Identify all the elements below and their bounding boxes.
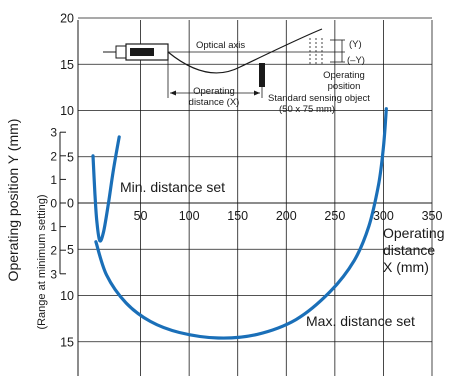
y-tick-label: 5 [67, 243, 74, 257]
max-distance-curve [94, 107, 388, 340]
x-tick-label: 100 [179, 209, 200, 223]
y-axis-title: Operating position Y (mm) [5, 119, 21, 282]
x-tick-label: 50 [134, 209, 148, 223]
operating-position-label-2: position [328, 81, 361, 92]
x-tick-label: 150 [227, 209, 248, 223]
y-tick-label: 15 [60, 335, 74, 349]
operating-distance-label-1: Operating [193, 86, 235, 97]
sub-tick-label: 0 [50, 197, 57, 211]
x-axis-title-line-1: Operating [383, 225, 444, 241]
x-tick-label: 350 [422, 209, 443, 223]
setup-inset: (Y) (–Y) Optical axis Operating position… [103, 28, 370, 115]
y-tick-label: 10 [60, 104, 74, 118]
sub-tick-label: 1 [50, 220, 57, 234]
sub-tick-label: 3 [50, 126, 57, 140]
arrowhead-left [170, 90, 176, 96]
y-tick-label: 20 [60, 12, 74, 26]
optical-axis-label: Optical axis [196, 40, 245, 51]
max-distance-label: Max. distance set [306, 313, 415, 329]
emitter-body [115, 45, 127, 59]
standard-object-label-2: (50 x 75 mm) [279, 104, 335, 115]
y-minus-label: (–Y) [347, 55, 365, 66]
x-axis-title-line-3: X (mm) [383, 259, 429, 275]
y-tick-label: 0 [67, 197, 74, 211]
y-axis: 201510505101520 [60, 12, 79, 376]
y-plus-label: (Y) [349, 39, 362, 50]
x-tick-label: 300 [373, 209, 394, 223]
y-tick-label: 5 [67, 150, 74, 164]
x-axis-title-line-2: distance [383, 242, 435, 258]
y-axis-subtitle: (Range at minimum setting) [36, 194, 48, 329]
x-axis-ticks: 50 100 150 200 250 300 350 [134, 209, 443, 223]
sub-axis: 3 2 1 0 1 2 3 [50, 126, 66, 281]
sensor-lens [130, 48, 154, 56]
x-tick-label: 250 [324, 209, 345, 223]
arrowhead-right [254, 90, 260, 96]
standard-object-label-1: Standard sensing object [268, 93, 370, 104]
y-tick-label: 10 [60, 289, 74, 303]
min-distance-label: Min. distance set [120, 179, 225, 195]
operating-distance-label-2: distance (X) [189, 97, 240, 108]
detection-curve [167, 28, 323, 74]
series-layer [91, 107, 388, 340]
standard-sensing-object [259, 63, 265, 87]
sub-tick-label: 1 [50, 173, 57, 187]
grid [78, 17, 433, 376]
sub-tick-label: 2 [50, 149, 57, 163]
y-tick-label: 15 [60, 58, 74, 72]
sub-tick-label: 2 [50, 244, 57, 258]
x-tick-label: 200 [276, 209, 297, 223]
operating-position-label-1: Operating [323, 70, 365, 81]
sub-tick-label: 3 [50, 267, 57, 281]
min-distance-curve [91, 135, 121, 243]
